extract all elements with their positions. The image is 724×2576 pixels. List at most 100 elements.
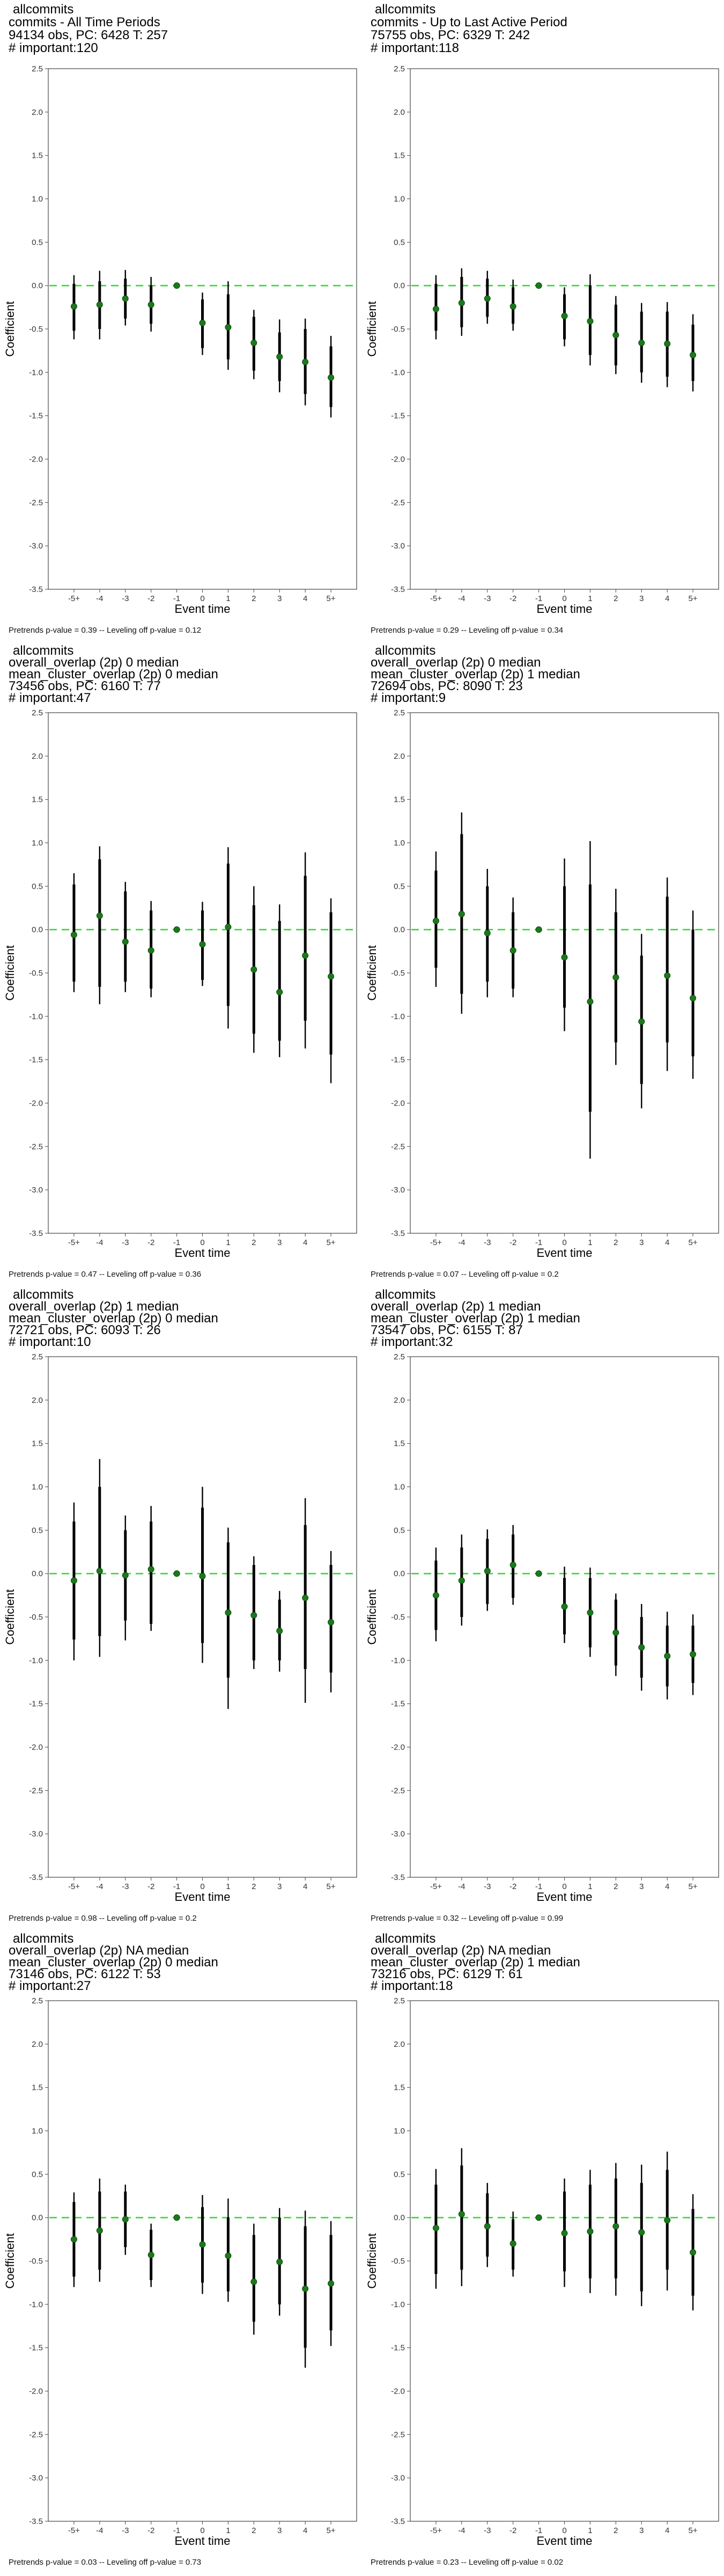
chart-title-line: allcommits bbox=[13, 643, 74, 658]
y-tick-label: -1.5 bbox=[391, 1700, 405, 1709]
x-tick-label: -2 bbox=[509, 2526, 516, 2535]
y-tick-label: -1.0 bbox=[29, 1012, 43, 1021]
y-tick-label: -1.5 bbox=[391, 412, 405, 421]
coefficient-point bbox=[199, 941, 206, 948]
y-tick-label: -1.5 bbox=[29, 2344, 43, 2353]
x-tick-label: 5+ bbox=[327, 2526, 336, 2535]
y-tick-label: 2.0 bbox=[32, 108, 43, 117]
chart-title-line: allcommits bbox=[375, 1287, 436, 1302]
y-tick-label: 2.5 bbox=[32, 708, 43, 718]
y-tick-label: -2.5 bbox=[29, 1786, 43, 1795]
chart-header: allcommits overall_overlap (2p) 1 median m… bbox=[9, 1289, 218, 1349]
y-tick-label: 2.0 bbox=[394, 1396, 405, 1405]
x-axis-title: Event time bbox=[537, 1246, 593, 1260]
y-axis-title: Coefficient bbox=[3, 2233, 17, 2289]
x-tick-label: 5+ bbox=[327, 594, 336, 603]
coefficient-point bbox=[70, 2236, 77, 2243]
plot-area: -3.5 -3.0 -2.5 -2.0 -1.5 -1.0 -0.5 0.0 0.5 1.0 1.5… bbox=[365, 1996, 719, 2548]
coefficient-point bbox=[509, 2240, 516, 2247]
x-tick-label: 2 bbox=[252, 594, 256, 603]
x-tick-label: -4 bbox=[96, 2526, 103, 2535]
coefficient-point bbox=[638, 339, 645, 346]
chart-panel: allcommits overall_overlap (2p) 1 median m… bbox=[0, 1288, 362, 1932]
y-tick-label: -2.0 bbox=[29, 1743, 43, 1752]
x-tick-label: -5+ bbox=[430, 2526, 442, 2535]
x-tick-label: 4 bbox=[665, 2526, 669, 2535]
x-axis-title: Event time bbox=[175, 1246, 231, 1260]
x-tick-label: -1 bbox=[535, 1882, 542, 1891]
x-tick-label: -1 bbox=[535, 1238, 542, 1247]
coefficient-point bbox=[276, 2258, 283, 2265]
chart-title-line: overall_overlap (2p) NA median bbox=[9, 1943, 189, 1958]
y-tick-label: -2.0 bbox=[29, 2387, 43, 2396]
y-axis-title: Coefficient bbox=[3, 1589, 17, 1645]
y-tick-label: 0.0 bbox=[394, 1569, 405, 1578]
coefficient-point bbox=[561, 1603, 568, 1610]
chart-title-line: overall_overlap (2p) 1 median bbox=[371, 1299, 541, 1314]
plot-area: -3.5 -3.0 -2.5 -2.0 -1.5 -1.0 -0.5 0.0 0.5 1.0 1.5… bbox=[3, 708, 357, 1260]
coefficient-point bbox=[70, 931, 77, 938]
chart-title-line: # important:10 bbox=[9, 1335, 91, 1349]
chart-header: allcommits overall_overlap (2p) 0 median m… bbox=[9, 643, 218, 705]
chart-title-line: allcommits bbox=[13, 1931, 74, 1946]
coefficient-point bbox=[509, 303, 516, 310]
y-axis-title: Coefficient bbox=[365, 2233, 379, 2289]
y-tick-label: -3.0 bbox=[29, 2473, 43, 2483]
x-tick-label: 1 bbox=[588, 594, 592, 603]
y-tick-label: 0.5 bbox=[32, 882, 43, 891]
y-tick-label: 2.5 bbox=[394, 708, 405, 718]
x-tick-label: 3 bbox=[639, 594, 644, 603]
y-tick-label: 0.0 bbox=[394, 281, 405, 290]
y-tick-label: -3.0 bbox=[391, 1185, 405, 1195]
coefficient-point bbox=[147, 2251, 154, 2258]
x-tick-label: -1 bbox=[173, 2526, 180, 2535]
chart-title-line: mean_cluster_overlap (2p) 0 median bbox=[9, 1955, 218, 1970]
y-tick-label: -1.5 bbox=[29, 1700, 43, 1709]
y-tick-label: 0.5 bbox=[32, 2170, 43, 2179]
coefficient-point bbox=[96, 912, 103, 919]
coefficient-point bbox=[328, 973, 335, 980]
coefficient-point bbox=[302, 2285, 309, 2292]
x-tick-label: 2 bbox=[252, 2526, 256, 2535]
chart-title-line: # important:27 bbox=[9, 1979, 91, 1993]
x-tick-label: -5+ bbox=[68, 1882, 80, 1891]
coefficient-point bbox=[612, 1629, 619, 1636]
coefficient-point bbox=[122, 1572, 129, 1579]
plot-area: -3.5 -3.0 -2.5 -2.0 -1.5 -1.0 -0.5 0.0 0.5 1.0 1.5… bbox=[3, 1996, 357, 2548]
y-tick-label: 1.5 bbox=[32, 2083, 43, 2092]
x-tick-label: -2 bbox=[147, 2526, 154, 2535]
coefficient-point bbox=[122, 938, 129, 945]
y-tick-label: 0.0 bbox=[32, 2213, 43, 2222]
x-tick-label: 1 bbox=[226, 2526, 230, 2535]
coefficient-point bbox=[509, 1562, 516, 1568]
y-tick-label: 0.5 bbox=[394, 2170, 405, 2179]
coefficient-point bbox=[199, 319, 206, 326]
coefficient-point bbox=[458, 911, 465, 918]
y-axis-title: Coefficient bbox=[365, 301, 379, 357]
coefficient-point bbox=[250, 966, 257, 973]
chart-header: allcommits overall_overlap (2p) NA median… bbox=[9, 1931, 218, 1993]
coefficient-point bbox=[122, 2216, 129, 2223]
y-tick-label: -0.5 bbox=[391, 325, 405, 334]
chart-title-line: 94134 obs, PC: 6428 T: 257 bbox=[9, 28, 168, 42]
x-axis-title: Event time bbox=[175, 602, 231, 616]
x-tick-label: -1 bbox=[173, 1238, 180, 1247]
x-tick-label: -1 bbox=[535, 2526, 542, 2535]
chart-panel: allcommits commits - Up to Last Active Pe… bbox=[362, 0, 724, 644]
x-tick-label: 1 bbox=[226, 594, 230, 603]
x-tick-label: 0 bbox=[200, 2526, 204, 2535]
chart-title-line: overall_overlap (2p) 0 median bbox=[371, 655, 541, 670]
x-tick-label: 2 bbox=[252, 1882, 256, 1891]
chart-panel: allcommits overall_overlap (2p) 0 median m… bbox=[0, 644, 362, 1288]
x-tick-label: 2 bbox=[614, 1238, 618, 1247]
x-tick-label: 0 bbox=[562, 1238, 566, 1247]
y-axis-title: Coefficient bbox=[3, 945, 17, 1001]
coefficient-point bbox=[561, 312, 568, 319]
coefficient-point bbox=[535, 926, 542, 933]
coefficient-point bbox=[276, 353, 283, 360]
coefficient-point bbox=[432, 1592, 439, 1599]
y-tick-label: -2.5 bbox=[29, 498, 43, 507]
pvalue-footer: Pretrends p-value = 0.47 -- Leveling off… bbox=[9, 1270, 202, 1279]
x-tick-label: 1 bbox=[588, 2526, 592, 2535]
coefficient-point bbox=[199, 1573, 206, 1580]
